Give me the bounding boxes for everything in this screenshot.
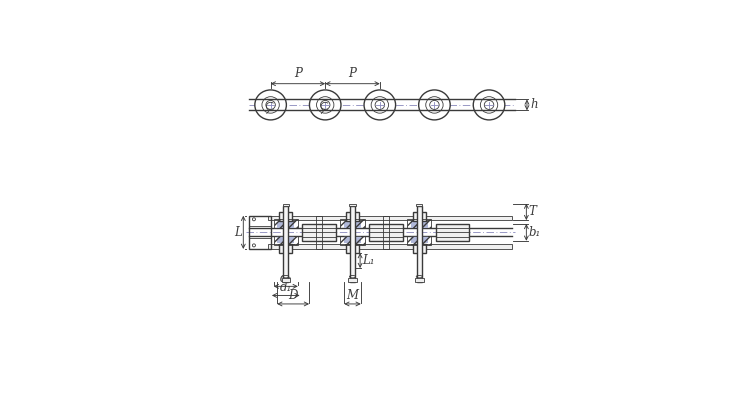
Bar [411, 236, 428, 243]
Bar [416, 204, 422, 206]
Text: h: h [530, 98, 538, 112]
Bar [436, 224, 470, 241]
Text: L₁: L₁ [362, 254, 375, 267]
Bar [344, 236, 361, 243]
Text: b₁: b₁ [529, 226, 541, 239]
Bar [274, 219, 298, 229]
Bar [417, 206, 422, 282]
Bar [249, 216, 271, 249]
Ellipse shape [310, 90, 340, 120]
Bar [274, 236, 298, 245]
Bar [278, 236, 294, 243]
Bar [284, 206, 288, 282]
Text: d₂: d₂ [280, 271, 292, 284]
Bar [344, 222, 361, 229]
Bar [413, 244, 426, 253]
Bar [415, 278, 424, 282]
Bar [369, 224, 403, 241]
Ellipse shape [255, 90, 286, 120]
Bar [268, 216, 512, 220]
Text: P: P [349, 67, 356, 80]
Text: L: L [234, 226, 242, 239]
Text: M: M [346, 289, 358, 302]
Bar [279, 244, 292, 253]
Bar [382, 216, 389, 249]
Bar [340, 236, 364, 245]
Bar [407, 219, 431, 229]
Ellipse shape [419, 90, 450, 120]
Bar [268, 244, 512, 249]
Bar [283, 204, 289, 206]
Bar [413, 212, 426, 221]
Text: D: D [289, 289, 298, 302]
Ellipse shape [364, 90, 395, 120]
Ellipse shape [473, 90, 505, 120]
Bar [350, 206, 355, 282]
Text: d₁: d₁ [280, 281, 292, 294]
Bar [350, 204, 355, 206]
Bar [346, 244, 359, 253]
Bar [316, 216, 322, 249]
Bar [340, 219, 364, 229]
Bar [407, 236, 431, 245]
Bar [346, 212, 359, 221]
Text: T: T [529, 205, 537, 218]
Bar [348, 278, 357, 282]
Text: P: P [294, 67, 302, 80]
Bar [281, 278, 290, 282]
Bar [302, 224, 336, 241]
Bar [411, 222, 428, 229]
Bar [278, 222, 294, 229]
Bar [279, 212, 292, 221]
